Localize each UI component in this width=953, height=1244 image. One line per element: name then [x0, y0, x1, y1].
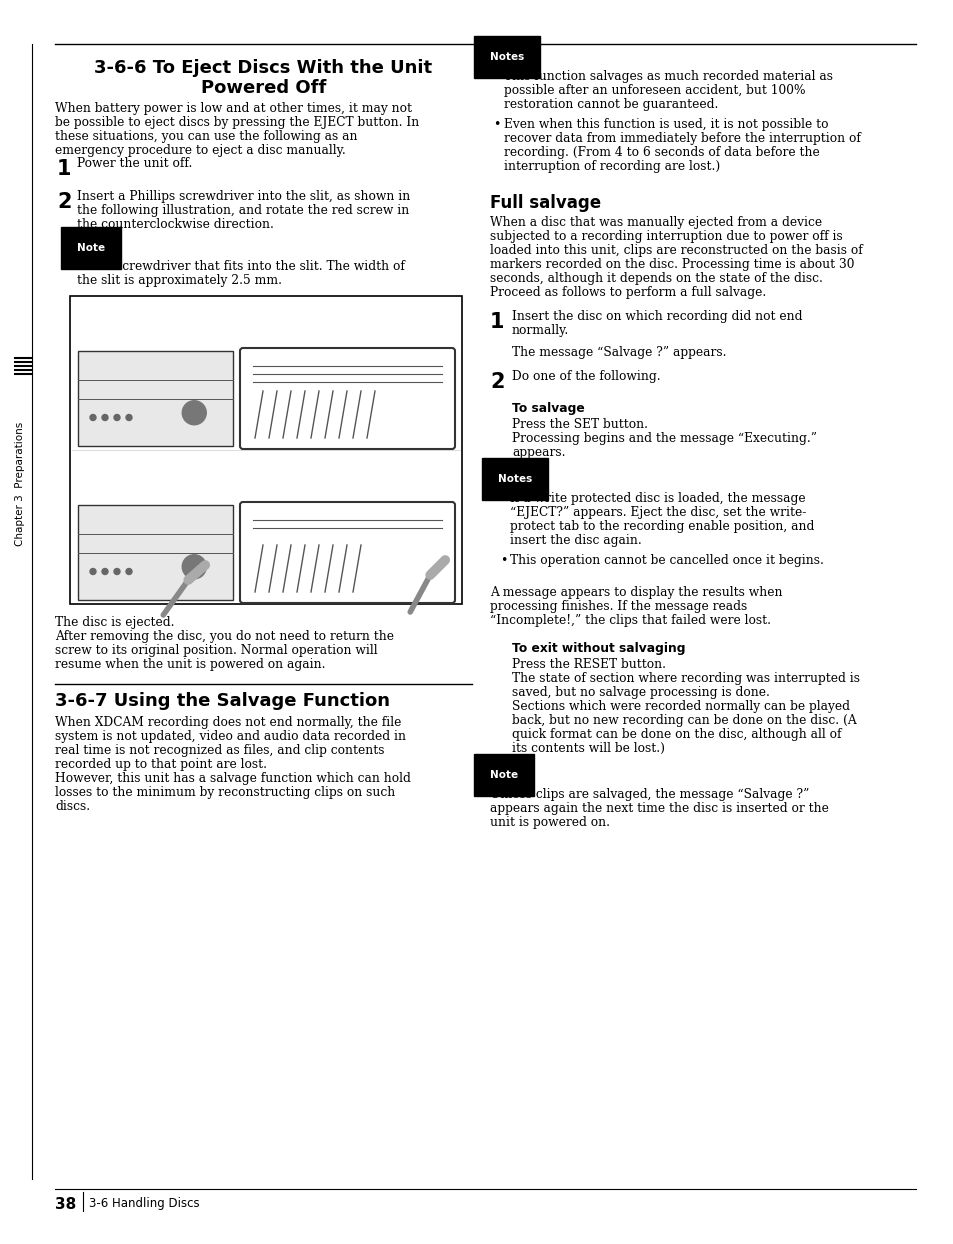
- Text: Even when this function is used, it is not possible to: Even when this function is used, it is n…: [503, 118, 827, 131]
- Text: resume when the unit is powered on again.: resume when the unit is powered on again…: [55, 658, 325, 671]
- Text: “EJECT?” appears. Eject the disc, set the write-: “EJECT?” appears. Eject the disc, set th…: [510, 506, 805, 519]
- Text: Use a screwdriver that fits into the slit. The width of: Use a screwdriver that fits into the sli…: [77, 260, 404, 272]
- Text: 2: 2: [490, 372, 504, 392]
- Text: its contents will be lost.): its contents will be lost.): [512, 741, 664, 755]
- Text: discs.: discs.: [55, 800, 90, 814]
- Text: When XDCAM recording does not end normally, the file: When XDCAM recording does not end normal…: [55, 717, 401, 729]
- Text: Power the unit off.: Power the unit off.: [77, 157, 193, 170]
- Circle shape: [113, 569, 120, 575]
- Text: recording. (From 4 to 6 seconds of data before the: recording. (From 4 to 6 seconds of data …: [503, 146, 819, 159]
- Text: Unless clips are salvaged, the message “Salvage ?”: Unless clips are salvaged, the message “…: [490, 787, 808, 801]
- Text: recover data from immediately before the interruption of: recover data from immediately before the…: [503, 132, 860, 146]
- Circle shape: [90, 569, 96, 575]
- Text: emergency procedure to eject a disc manually.: emergency procedure to eject a disc manu…: [55, 144, 345, 157]
- Text: This operation cannot be cancelled once it begins.: This operation cannot be cancelled once …: [510, 554, 823, 567]
- Text: Notes: Notes: [490, 52, 524, 62]
- Text: 3-6-6 To Eject Discs With the Unit: 3-6-6 To Eject Discs With the Unit: [94, 58, 432, 77]
- Text: restoration cannot be guaranteed.: restoration cannot be guaranteed.: [503, 98, 718, 111]
- Text: 1: 1: [490, 312, 504, 332]
- Text: protect tab to the recording enable position, and: protect tab to the recording enable posi…: [510, 520, 814, 532]
- Text: Full salvage: Full salvage: [490, 194, 600, 211]
- FancyBboxPatch shape: [240, 503, 455, 603]
- Text: Do one of the following.: Do one of the following.: [512, 369, 659, 383]
- Text: Press the RESET button.: Press the RESET button.: [512, 658, 665, 671]
- Text: To exit without salvaging: To exit without salvaging: [512, 642, 685, 656]
- Text: Insert the disc on which recording did not end: Insert the disc on which recording did n…: [512, 310, 801, 323]
- Text: system is not updated, video and audio data recorded in: system is not updated, video and audio d…: [55, 730, 406, 743]
- Text: Notes: Notes: [497, 474, 532, 484]
- Text: •: •: [493, 118, 500, 131]
- Text: recorded up to that point are lost.: recorded up to that point are lost.: [55, 758, 267, 771]
- Text: normally.: normally.: [512, 323, 569, 337]
- Circle shape: [126, 569, 132, 575]
- Text: Processing begins and the message “Executing.”: Processing begins and the message “Execu…: [512, 432, 816, 445]
- Text: Press the SET button.: Press the SET button.: [512, 418, 647, 430]
- Text: The state of section where recording was interrupted is: The state of section where recording was…: [512, 672, 859, 685]
- Text: When a disc that was manually ejected from a device: When a disc that was manually ejected fr…: [490, 216, 821, 229]
- Text: the counterclockwise direction.: the counterclockwise direction.: [77, 218, 274, 231]
- Text: possible after an unforeseen accident, but 100%: possible after an unforeseen accident, b…: [503, 85, 804, 97]
- Circle shape: [102, 569, 108, 575]
- Text: After removing the disc, you do not need to return the: After removing the disc, you do not need…: [55, 629, 394, 643]
- Text: quick format can be done on the disc, although all of: quick format can be done on the disc, al…: [512, 728, 841, 741]
- Text: •: •: [493, 70, 500, 83]
- Text: 1: 1: [57, 159, 71, 179]
- Text: loaded into this unit, clips are reconstructed on the basis of: loaded into this unit, clips are reconst…: [490, 244, 862, 258]
- Bar: [70, 296, 461, 605]
- Text: Chapter 3  Preparations: Chapter 3 Preparations: [15, 422, 25, 546]
- Text: Note: Note: [77, 243, 105, 253]
- Circle shape: [90, 414, 96, 420]
- Text: This function salvages as much recorded material as: This function salvages as much recorded …: [503, 70, 832, 83]
- Text: Powered Off: Powered Off: [200, 80, 326, 97]
- Text: interruption of recording are lost.): interruption of recording are lost.): [503, 160, 720, 173]
- Text: processing finishes. If the message reads: processing finishes. If the message read…: [490, 600, 746, 613]
- Text: 3-6-7 Using the Salvage Function: 3-6-7 Using the Salvage Function: [55, 692, 390, 710]
- Text: real time is not recognized as files, and clip contents: real time is not recognized as files, an…: [55, 744, 384, 758]
- Text: insert the disc again.: insert the disc again.: [510, 534, 641, 547]
- Text: •: •: [499, 554, 507, 567]
- Text: 2: 2: [57, 192, 71, 211]
- Text: 38: 38: [55, 1197, 76, 1212]
- Bar: [78, 505, 233, 600]
- Text: the following illustration, and rotate the red screw in: the following illustration, and rotate t…: [77, 204, 409, 216]
- Text: The disc is ejected.: The disc is ejected.: [55, 616, 174, 629]
- Text: Proceed as follows to perform a full salvage.: Proceed as follows to perform a full sal…: [490, 286, 765, 299]
- Circle shape: [182, 555, 206, 578]
- Text: back, but no new recording can be done on the disc. (A: back, but no new recording can be done o…: [512, 714, 856, 726]
- Text: subjected to a recording interruption due to power off is: subjected to a recording interruption du…: [490, 230, 841, 243]
- Text: A message appears to display the results when: A message appears to display the results…: [490, 586, 781, 600]
- Text: Insert a Phillips screwdriver into the slit, as shown in: Insert a Phillips screwdriver into the s…: [77, 190, 410, 203]
- Text: “Incomplete!,” the clips that failed were lost.: “Incomplete!,” the clips that failed wer…: [490, 615, 770, 627]
- Text: However, this unit has a salvage function which can hold: However, this unit has a salvage functio…: [55, 773, 411, 785]
- Text: Note: Note: [490, 770, 517, 780]
- Text: losses to the minimum by reconstructing clips on such: losses to the minimum by reconstructing …: [55, 786, 395, 799]
- Circle shape: [113, 414, 120, 420]
- Circle shape: [126, 414, 132, 420]
- Bar: [78, 351, 233, 447]
- Text: markers recorded on the disc. Processing time is about 30: markers recorded on the disc. Processing…: [490, 258, 854, 271]
- Text: the slit is approximately 2.5 mm.: the slit is approximately 2.5 mm.: [77, 274, 282, 287]
- Text: unit is powered on.: unit is powered on.: [490, 816, 609, 829]
- Text: screw to its original position. Normal operation will: screw to its original position. Normal o…: [55, 644, 377, 657]
- Circle shape: [102, 414, 108, 420]
- Text: If a write protected disc is loaded, the message: If a write protected disc is loaded, the…: [510, 491, 804, 505]
- Text: 3-6 Handling Discs: 3-6 Handling Discs: [89, 1197, 199, 1210]
- Text: •: •: [499, 491, 507, 505]
- Text: appears again the next time the disc is inserted or the: appears again the next time the disc is …: [490, 802, 828, 815]
- FancyBboxPatch shape: [240, 348, 455, 449]
- Text: To salvage: To salvage: [512, 402, 584, 415]
- Text: Sections which were recorded normally can be played: Sections which were recorded normally ca…: [512, 700, 849, 713]
- Circle shape: [182, 401, 206, 424]
- Text: When battery power is low and at other times, it may not: When battery power is low and at other t…: [55, 102, 412, 114]
- Text: these situations, you can use the following as an: these situations, you can use the follow…: [55, 131, 357, 143]
- Text: The message “Salvage ?” appears.: The message “Salvage ?” appears.: [512, 346, 726, 360]
- Text: be possible to eject discs by pressing the EJECT button. In: be possible to eject discs by pressing t…: [55, 116, 418, 129]
- Text: saved, but no salvage processing is done.: saved, but no salvage processing is done…: [512, 685, 769, 699]
- Text: seconds, although it depends on the state of the disc.: seconds, although it depends on the stat…: [490, 272, 822, 285]
- Text: appears.: appears.: [512, 447, 565, 459]
